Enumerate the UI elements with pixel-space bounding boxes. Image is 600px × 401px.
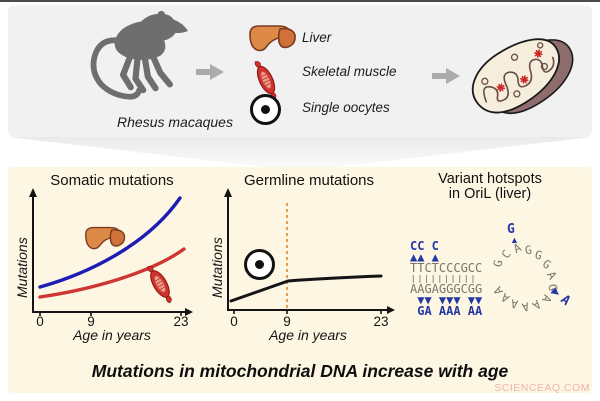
oril-loop-base: G <box>524 242 533 258</box>
somatic-x-axis-label: Age in years <box>73 327 151 343</box>
somatic-y-axis-label: Mutations <box>14 237 30 298</box>
oril-title-line2: in OriL (liver) <box>448 186 532 202</box>
top-edge-line <box>0 0 600 2</box>
germline-tick-23: 23 <box>373 314 389 329</box>
skeletal-muscle-icon <box>130 254 190 314</box>
germline-tick-9: 9 <box>283 314 291 329</box>
oril-loop-variant-arrow-top: ▲ <box>510 235 519 245</box>
oril-base-pairing-bars: |||||||||| <box>410 273 477 283</box>
germline-mutations-title: Germline mutations <box>243 172 375 189</box>
rhesus-macaque-icon <box>90 10 188 100</box>
figure-caption: Mutations in mitochondrial DNA increase … <box>91 361 509 381</box>
liver-icon <box>85 226 126 250</box>
single-oocytes-label: Single oocytes <box>302 100 390 115</box>
liver-label: Liver <box>302 30 332 45</box>
germline-tick-0: 0 <box>230 314 238 329</box>
oril-loop-variant-base-top: G <box>507 222 515 237</box>
single-oocyte-icon <box>244 249 275 280</box>
single-oocyte-icon <box>250 94 281 125</box>
watermark: SCIENCEAQ.COM <box>494 382 590 394</box>
oril-top-strand-sequence: TTCTCCCGCC <box>410 261 483 275</box>
oril-bottom-variant-bases: GA AAA AA <box>410 304 483 318</box>
somatic-tick-0: 0 <box>36 314 44 329</box>
oril-top-variant-bases: CC C <box>410 239 439 253</box>
oril-top-variant-arrows: ▲▲ ▲ <box>410 250 439 264</box>
somatic-mutations-title: Somatic mutations <box>50 172 174 189</box>
panel-connector-shape <box>8 137 592 167</box>
oril-title-line1: Variant hotspots <box>438 171 542 187</box>
arrow-right-icon <box>432 68 460 84</box>
somatic-tick-23: 23 <box>173 314 189 329</box>
skeletal-muscle-label: Skeletal muscle <box>302 64 397 79</box>
liver-icon <box>249 25 296 52</box>
germline-y-axis-label: Mutations <box>209 237 225 298</box>
oocyte-nucleus <box>261 105 270 114</box>
oril-bottom-variant-arrows: ▼▼ ▼▼▼ ▼▼ <box>410 293 483 307</box>
mitochondrion-icon <box>471 38 574 115</box>
oocyte-nucleus <box>255 260 264 269</box>
germline-x-axis-label: Age in years <box>269 327 347 343</box>
oril-bottom-strand-sequence: AAGAGGGCGG <box>410 282 483 296</box>
arrow-right-icon <box>196 64 224 80</box>
somatic-tick-9: 9 <box>87 314 95 329</box>
rhesus-macaques-label: Rhesus macaques <box>117 114 233 130</box>
